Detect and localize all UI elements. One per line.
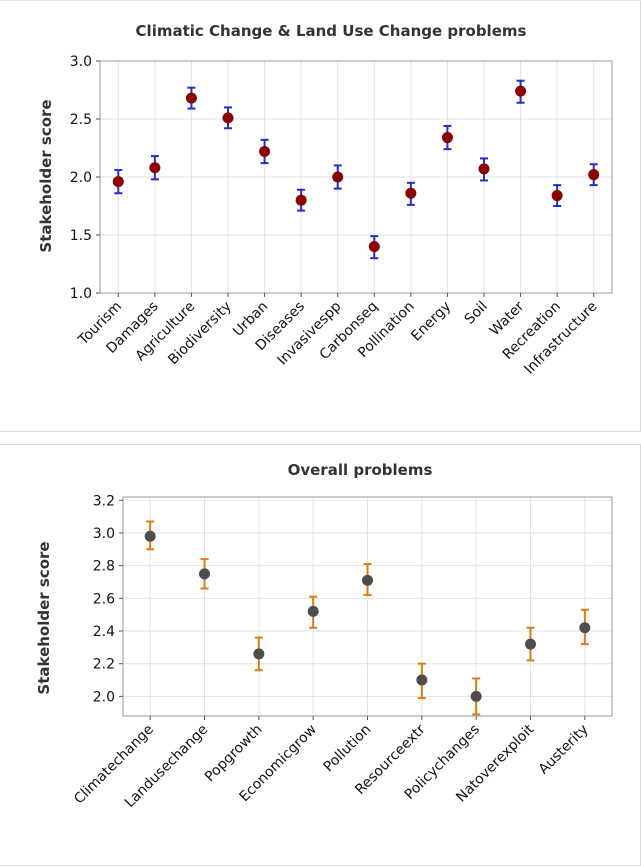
data-point: [368, 241, 380, 253]
data-point: [478, 163, 490, 175]
data-point: [551, 190, 563, 202]
chart-panel-climatic: Climatic Change & Land Use Change proble…: [0, 0, 641, 432]
y-tick-label: 1.5: [70, 228, 92, 244]
y-tick-label: 3.0: [70, 54, 92, 70]
chart-svg-overall: Overall problems Stakeholder score 2.0 2.…: [35, 461, 613, 811]
x-tick-label: Pollution: [321, 722, 375, 776]
data-point: [470, 690, 482, 702]
data-point: [579, 622, 591, 634]
data-point: [405, 187, 417, 199]
data-point: [112, 176, 124, 188]
chart-panel-overall: Overall problems Stakeholder score 2.0 2.…: [0, 444, 641, 866]
data-point: [588, 169, 600, 181]
data-point: [332, 171, 344, 183]
y-axis-label: Stakeholder score: [35, 541, 53, 694]
y-tick-label: 2.8: [93, 559, 115, 575]
y-tick-label: 2.4: [93, 624, 115, 640]
data-point: [199, 568, 210, 580]
y-tick-label: 2.6: [93, 591, 115, 607]
chart-title: Climatic Change & Land Use Change proble…: [136, 22, 527, 40]
data-point: [259, 145, 271, 157]
data-point: [149, 162, 161, 174]
x-tick-label: Austerity: [536, 722, 592, 778]
data-point: [441, 132, 453, 144]
y-tick-label: 2.0: [70, 170, 92, 186]
y-tick-label: 1.0: [70, 286, 92, 302]
y-tick-label: 3.2: [93, 493, 115, 509]
y-tick-label: 2.2: [93, 657, 115, 673]
y-tick-label: 3.0: [93, 526, 115, 542]
chart-title: Overall problems: [288, 461, 433, 479]
data-point: [222, 112, 234, 124]
data-point: [307, 605, 319, 617]
chart-svg-climatic: Climatic Change & Land Use Change proble…: [37, 22, 613, 378]
data-point: [144, 530, 156, 542]
data-point: [525, 638, 536, 650]
x-tick-label: Energy: [408, 299, 454, 345]
x-tick-label: Soil: [462, 299, 491, 328]
data-point: [295, 194, 307, 206]
y-tick-label: 2.5: [70, 112, 92, 128]
y-tick-label: 2.0: [93, 689, 115, 705]
data-point: [362, 574, 373, 586]
data-point: [185, 92, 197, 104]
data-point: [515, 85, 527, 97]
y-axis-label: Stakeholder score: [37, 99, 55, 252]
data-point: [416, 674, 428, 686]
data-point: [253, 648, 265, 660]
